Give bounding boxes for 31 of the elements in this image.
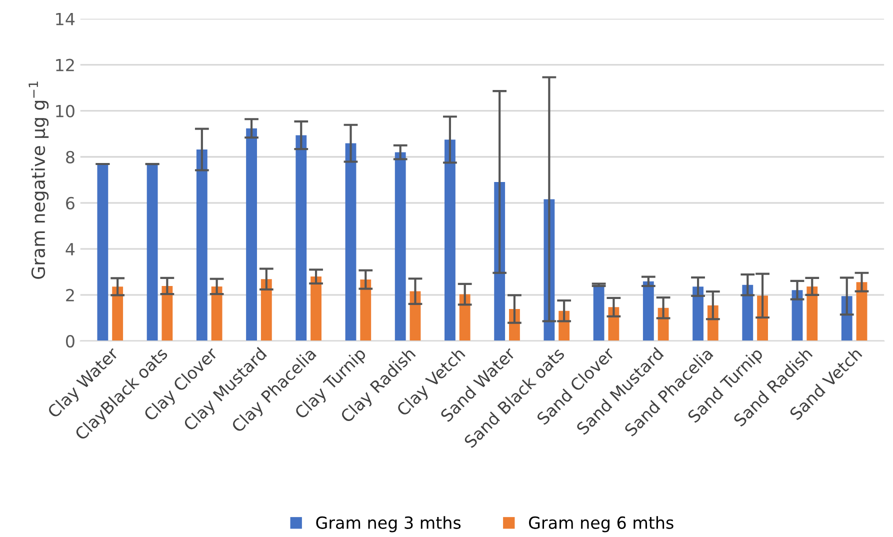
bar (593, 284, 604, 341)
legend-label: Gram neg 3 mths (316, 516, 461, 532)
y-tick-label: 12 (56, 58, 74, 72)
y-axis-title: Gram negative µg g$^{−1}$ (28, 82, 49, 279)
bar (394, 152, 406, 341)
bar (444, 140, 456, 341)
y-tick-label: 10 (56, 104, 74, 118)
bar (260, 279, 272, 341)
y-tick-label: 0 (66, 334, 74, 348)
y-tick-label: 6 (66, 196, 74, 210)
bar (360, 280, 372, 341)
y-tick-label: 14 (56, 12, 75, 26)
bar (211, 286, 222, 341)
bar (692, 286, 704, 341)
bar (806, 286, 818, 341)
bar (97, 164, 108, 341)
y-tick-label: 2 (66, 288, 74, 302)
bar (246, 128, 257, 341)
bar (196, 150, 208, 341)
bar (345, 143, 356, 341)
y-tick-label: 8 (66, 150, 74, 164)
y-tick-label: 4 (66, 243, 75, 256)
bar (162, 286, 173, 341)
bar (296, 135, 307, 341)
bar (642, 281, 654, 341)
legend-label: Gram neg 6 mths (528, 516, 674, 532)
bar (146, 164, 158, 341)
bar (310, 276, 322, 341)
bar (742, 284, 754, 341)
bar (112, 286, 124, 341)
bar (459, 294, 470, 341)
